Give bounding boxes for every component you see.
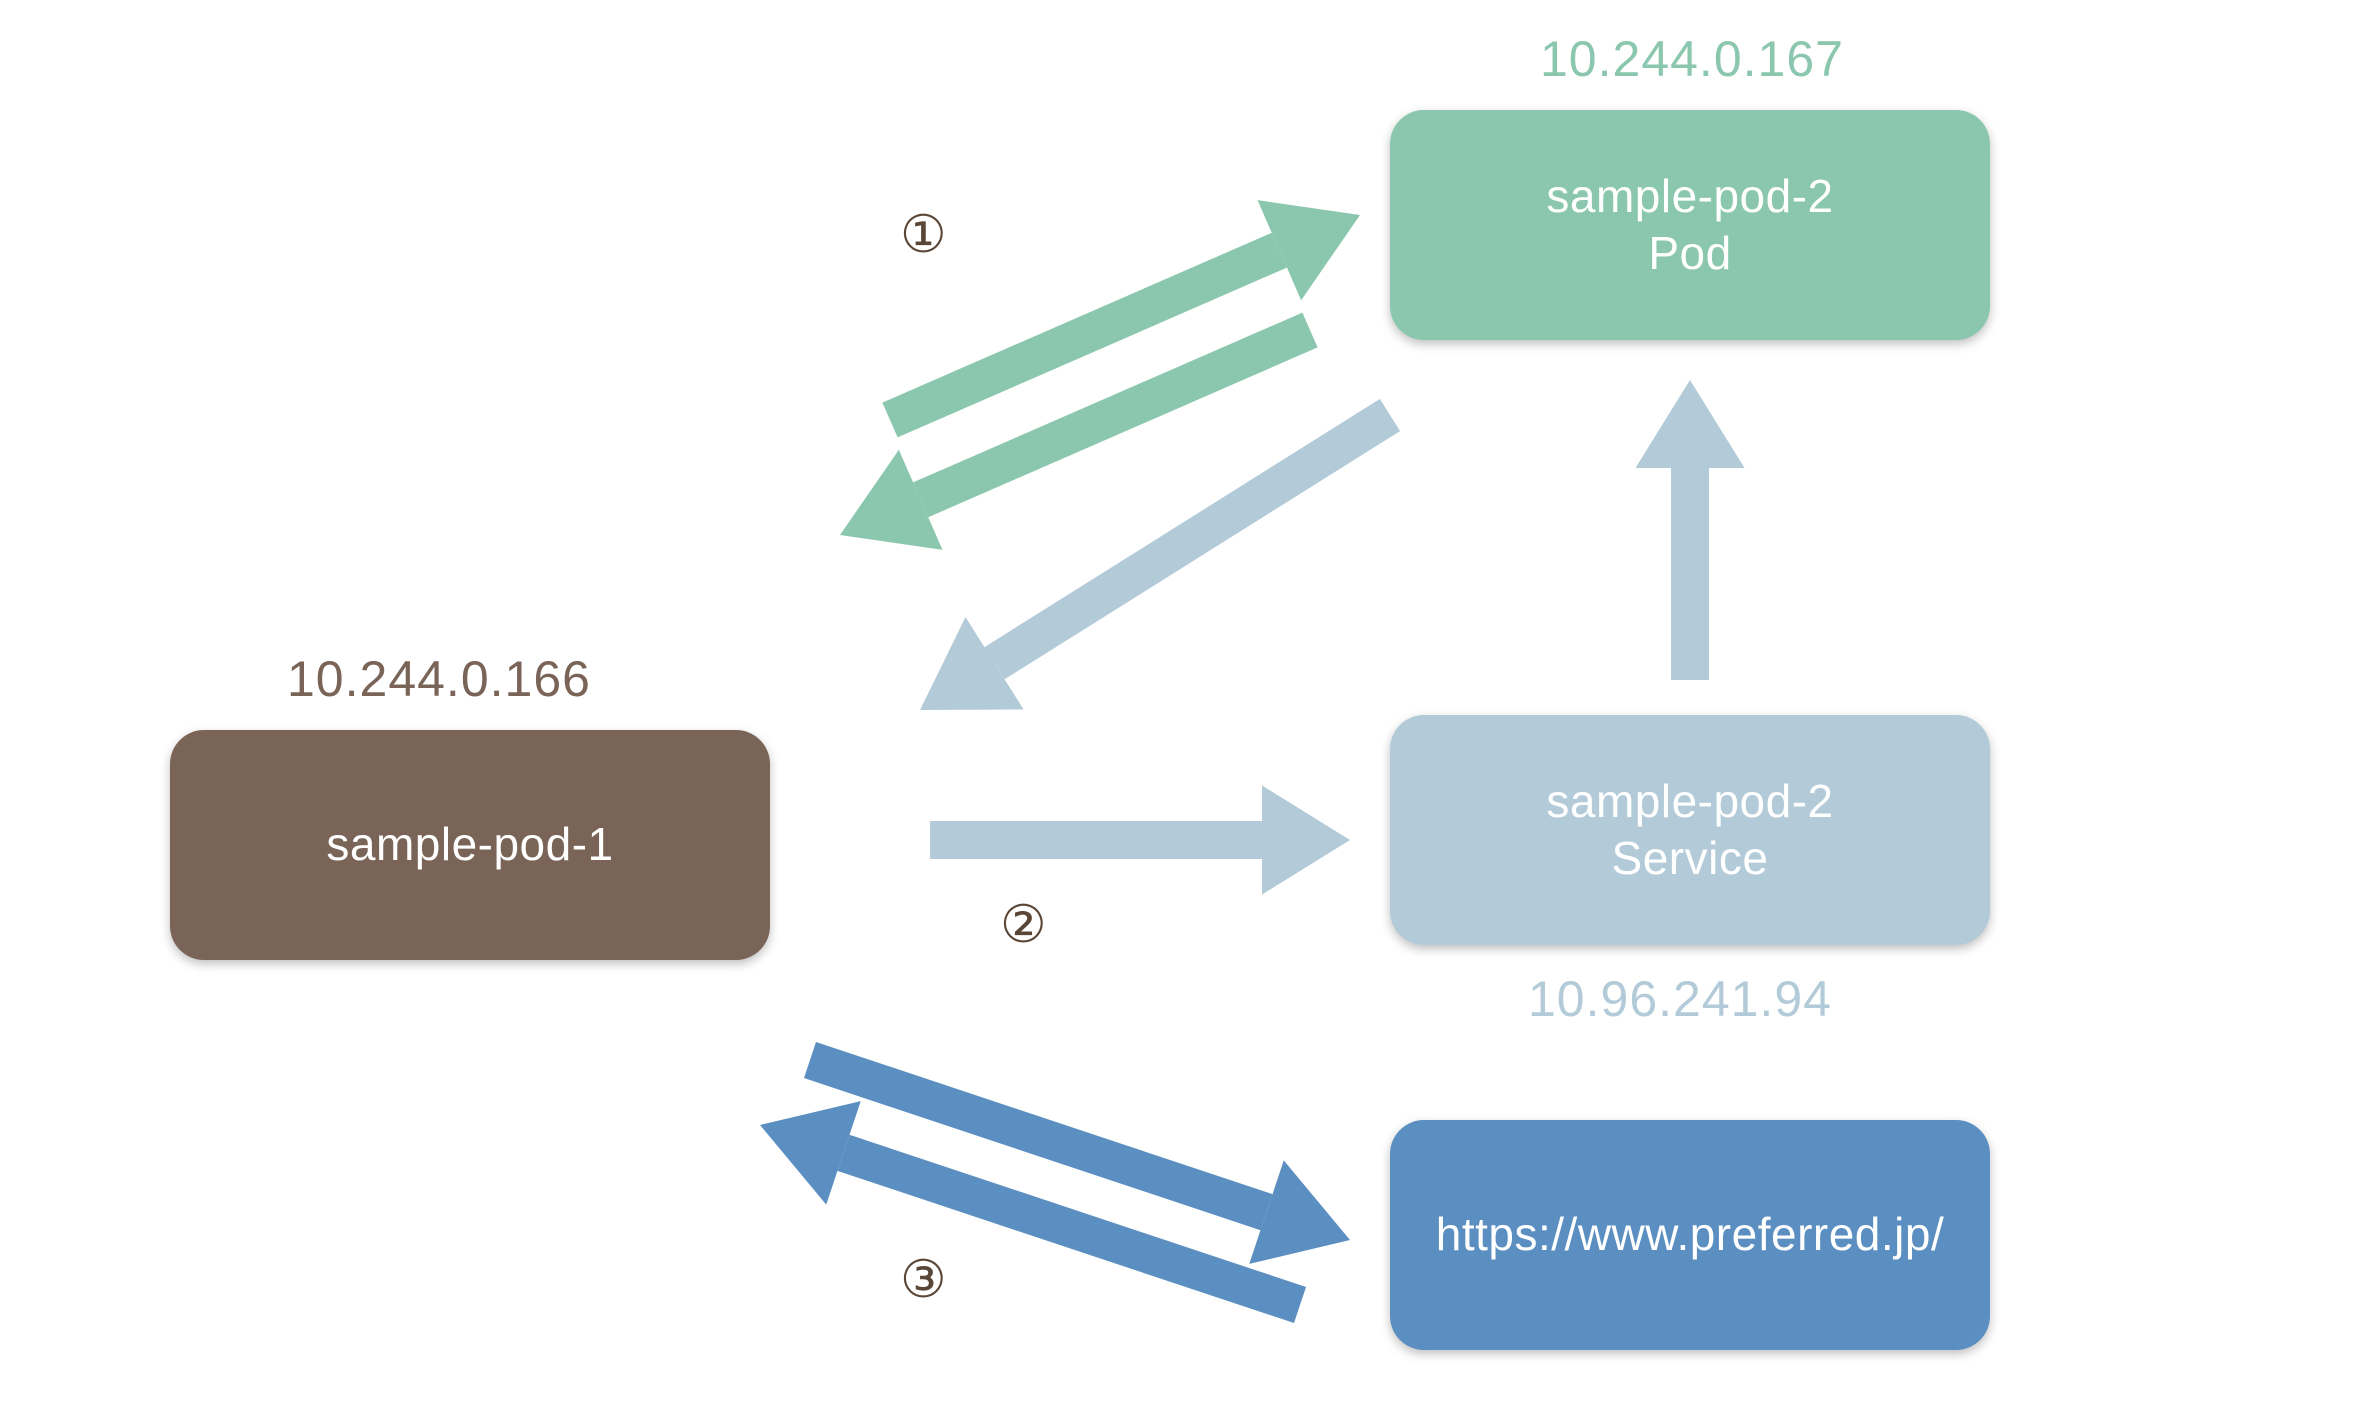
- node-label-line1: sample-pod-2: [1546, 170, 1833, 222]
- node-label-line1: sample-pod-2: [1546, 775, 1833, 827]
- node-label: sample-pod-2 Service: [1546, 773, 1833, 888]
- node-sample-pod-2-pod: sample-pod-2 Pod: [1390, 110, 1990, 340]
- node-external-url: https://www.preferred.jp/: [1390, 1120, 1990, 1350]
- ip-label-pod2: 10.244.0.167: [1540, 30, 1844, 88]
- diagram-canvas: sample-pod-1 10.244.0.166 sample-pod-2 P…: [0, 0, 2362, 1408]
- node-sample-pod-2-service: sample-pod-2 Service: [1390, 715, 1990, 945]
- node-label: sample-pod-1: [326, 816, 613, 874]
- step-label-1: ①: [900, 205, 947, 265]
- node-label: https://www.preferred.jp/: [1436, 1206, 1944, 1264]
- ip-label-service: 10.96.241.94: [1528, 970, 1832, 1028]
- node-label: sample-pod-2 Pod: [1546, 168, 1833, 283]
- node-label-line2: Service: [1612, 832, 1769, 884]
- step-label-2: ②: [1000, 895, 1047, 955]
- node-label-line2: Pod: [1648, 227, 1731, 279]
- ip-label-pod1: 10.244.0.166: [287, 650, 591, 708]
- step-label-3: ③: [900, 1250, 947, 1310]
- node-sample-pod-1: sample-pod-1: [170, 730, 770, 960]
